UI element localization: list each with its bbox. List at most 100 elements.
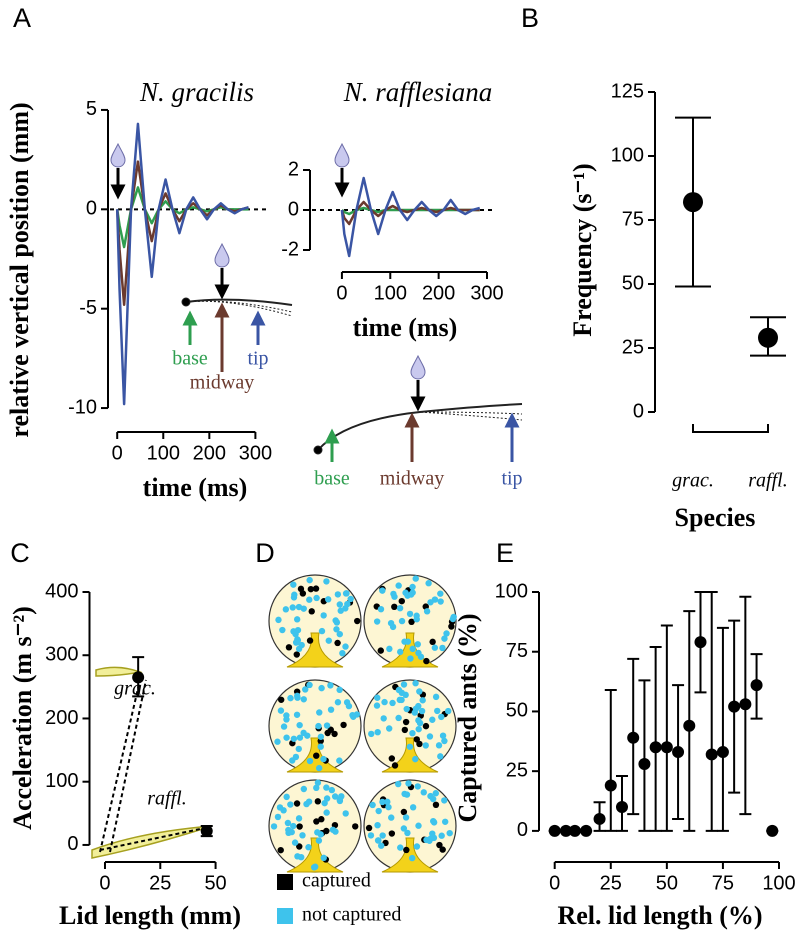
ant-dot [306, 637, 314, 644]
ant-dot [347, 595, 354, 603]
ant-dot [293, 800, 301, 807]
ant-dot [295, 815, 303, 822]
ant-dot [343, 590, 350, 597]
ant-dot [299, 590, 307, 597]
ant-dot [409, 729, 416, 737]
ant-dot [279, 626, 286, 634]
ant-dot [317, 743, 324, 750]
ant-dot [323, 722, 331, 729]
ant-dot [403, 705, 410, 713]
ant-dot [291, 839, 299, 846]
ant-dot [320, 854, 327, 862]
ant-dot [401, 726, 409, 734]
ant-dot [375, 837, 382, 844]
ant-dot [289, 604, 296, 611]
ant-dot [416, 688, 423, 695]
ant-dot [374, 694, 381, 701]
point [694, 636, 707, 649]
ant-dot [450, 613, 457, 621]
point [615, 801, 628, 813]
droplet-icons [109, 142, 427, 412]
ant-dot [325, 637, 332, 644]
ant-dot [412, 575, 419, 582]
ant-dot [446, 829, 453, 837]
ant-dot [277, 707, 285, 714]
ant-dot [280, 807, 287, 814]
ant-dot [441, 818, 449, 825]
ant-dot [407, 655, 414, 662]
ant-dot [331, 793, 339, 800]
ant-dot [328, 786, 336, 794]
ant-dot [415, 822, 422, 829]
ant-dot [306, 757, 314, 765]
ant-dot [398, 617, 406, 625]
ant-dot [318, 684, 325, 692]
ant-dot [293, 651, 300, 658]
ant-dot [282, 606, 290, 613]
ant-dot [336, 601, 343, 608]
ant-dot [412, 680, 419, 687]
ant-dot [367, 832, 375, 839]
ant-dot [349, 711, 356, 719]
ant-dot [283, 734, 290, 741]
ant-dot [336, 686, 343, 694]
ant-dot [429, 638, 436, 646]
ant-dot [403, 846, 410, 854]
x-tick-label: 25 [600, 872, 622, 894]
ant-dot [397, 844, 404, 851]
y-axis-label: Acceleration (m s⁻²) [8, 606, 37, 830]
x-tick-label: 200 [422, 282, 455, 304]
error-bar [649, 645, 662, 832]
ant-dot [290, 594, 298, 601]
ant-dot [437, 590, 444, 597]
ant-dot [325, 596, 332, 603]
ant-dot [290, 735, 298, 742]
legend-label: midway [380, 468, 444, 490]
ant-dot [417, 653, 425, 660]
ant-dot [423, 836, 430, 844]
error-bar [660, 624, 673, 832]
ant-dot [320, 612, 327, 619]
ant-dot [432, 790, 440, 797]
point [638, 758, 651, 770]
error-bar [705, 591, 718, 832]
ant-dot [379, 587, 386, 594]
point [649, 741, 662, 754]
ant-dot [398, 597, 405, 605]
ant-dot [439, 732, 447, 739]
ant-dot [441, 635, 448, 642]
point [200, 825, 213, 838]
ant-dot [296, 721, 303, 729]
ant-dot [332, 828, 339, 835]
ant-dot [323, 784, 330, 791]
ant-dot [412, 705, 420, 712]
ant-dot [296, 843, 303, 850]
ant-dot [306, 596, 313, 603]
ant-dot [365, 824, 373, 832]
ant-dot [436, 841, 443, 849]
ant-dot [373, 618, 381, 625]
point [728, 700, 741, 713]
ant-dot [406, 743, 414, 750]
ant-dot [334, 639, 341, 647]
y-tick-label: 0 [86, 198, 97, 220]
ant-dot [318, 816, 325, 823]
legend-swatch [277, 908, 293, 924]
ant-dot [430, 819, 438, 826]
ant-dot [293, 711, 301, 718]
point [580, 824, 593, 837]
ant-dot [305, 798, 313, 805]
ant-dot [432, 693, 440, 701]
chart-title: N. gracilis [139, 77, 254, 107]
legend-swatch [277, 874, 293, 890]
ant-dot [415, 725, 422, 733]
point [716, 746, 729, 759]
ant-dot [380, 715, 387, 722]
ant-dot [373, 702, 381, 709]
ant-dot [277, 696, 285, 703]
y-tick-label: 0 [517, 819, 528, 841]
ant-dot [395, 582, 402, 589]
ant-dot [445, 707, 452, 715]
ant-dot [386, 645, 393, 653]
ant-dot [431, 644, 439, 651]
